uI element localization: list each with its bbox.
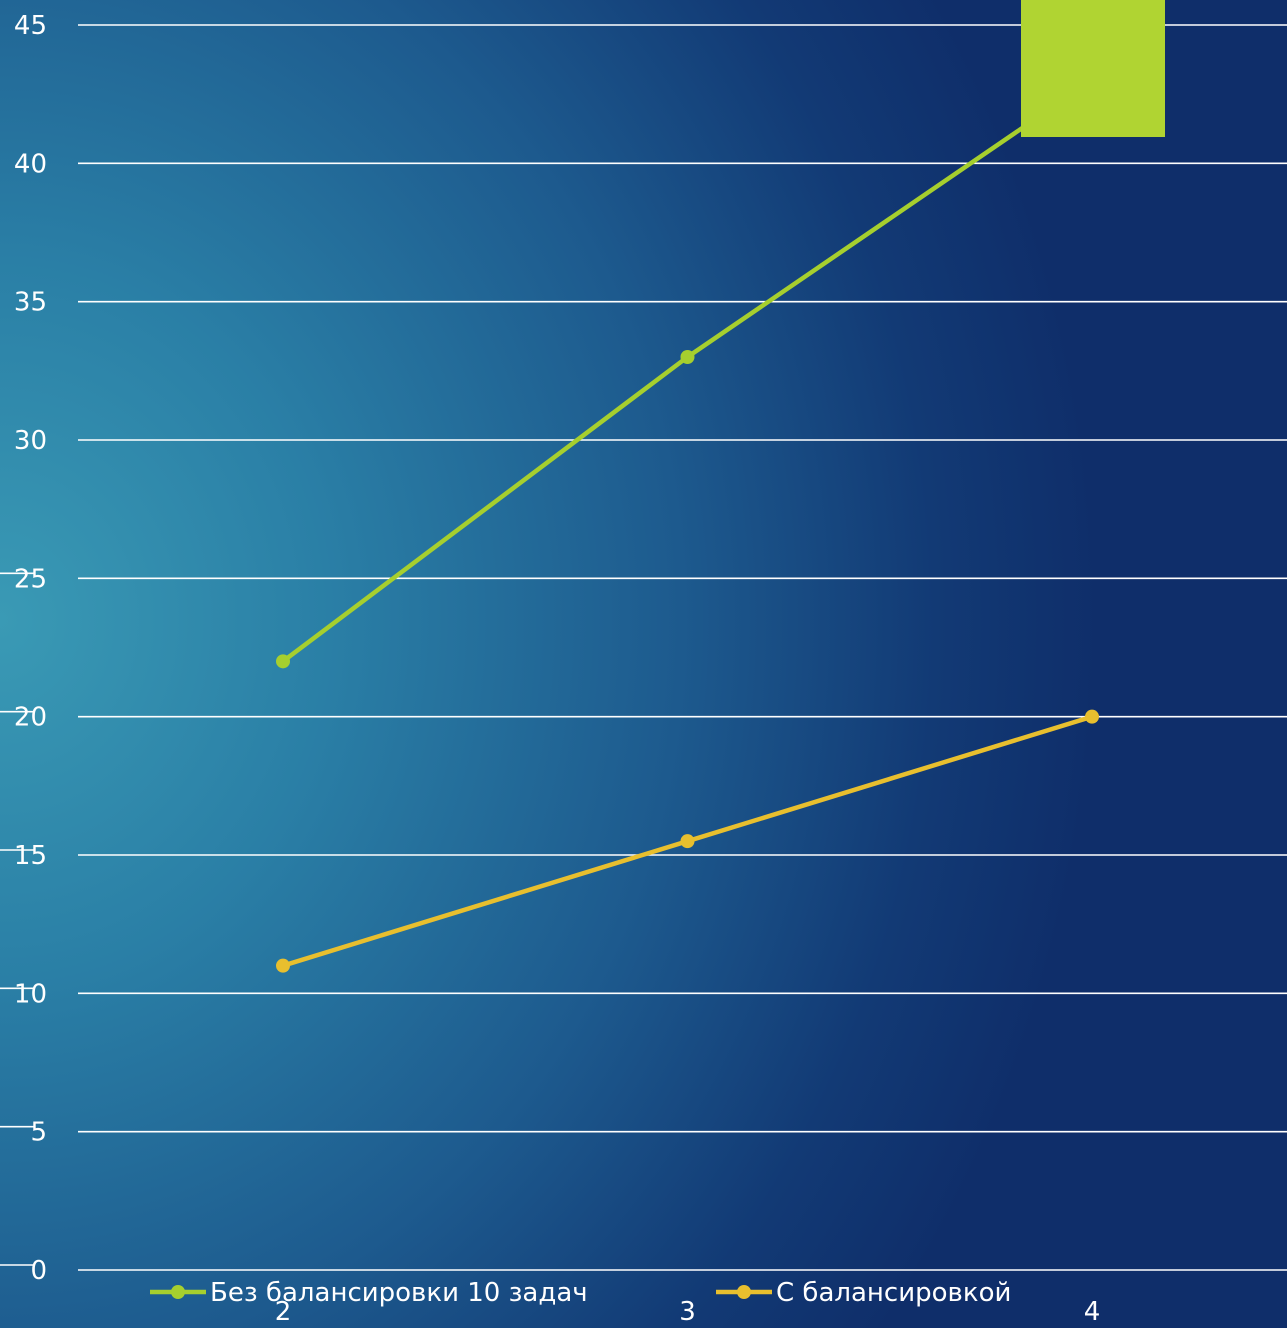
- series-point: [1085, 709, 1099, 724]
- series-point: [680, 350, 695, 364]
- legend-item: С балансировкой: [716, 1278, 1011, 1308]
- series-line: [280, 78, 1095, 664]
- gridlines: [78, 24, 1287, 1271]
- legend: Без балансировки 10 задач С балансировкой: [150, 1278, 1011, 1308]
- legend-label: С балансировкой: [776, 1278, 1011, 1308]
- y-tick-label: 40: [14, 149, 47, 179]
- highlight-box: [1021, 0, 1165, 137]
- y-tick-label: 5: [30, 1118, 47, 1148]
- y-tick-label: 45: [14, 11, 47, 41]
- legend-swatch-marker: [737, 1285, 751, 1299]
- series-point: [276, 958, 290, 973]
- y-tick-label: 20: [14, 703, 47, 733]
- x-axis-tick-labels: 2 3 4: [275, 1297, 1101, 1327]
- legend-label: Без балансировки 10 задач: [210, 1278, 588, 1308]
- y-tick-label: 10: [14, 979, 47, 1009]
- x-tick-label: 3: [679, 1297, 696, 1327]
- y-tick-label: 35: [14, 288, 47, 318]
- y-tick-label: 30: [14, 426, 47, 456]
- x-tick-label: 2: [275, 1297, 292, 1327]
- legend-swatch-marker: [171, 1285, 185, 1299]
- legend-item: Без балансировки 10 задач: [150, 1278, 588, 1308]
- x-tick-label: 4: [1084, 1297, 1101, 1327]
- left-axis-marks: [0, 572, 35, 1266]
- series-point: [680, 834, 695, 849]
- y-tick-label: 0: [30, 1256, 47, 1286]
- series-2: [276, 709, 1099, 973]
- series-layer: [276, 73, 1099, 973]
- series-point: [276, 654, 290, 669]
- y-tick-label: 25: [14, 564, 47, 594]
- y-axis-tick-labels: 0 5 10 15 20 25 30 35 40 45: [14, 11, 47, 1286]
- y-tick-label: 15: [14, 841, 47, 871]
